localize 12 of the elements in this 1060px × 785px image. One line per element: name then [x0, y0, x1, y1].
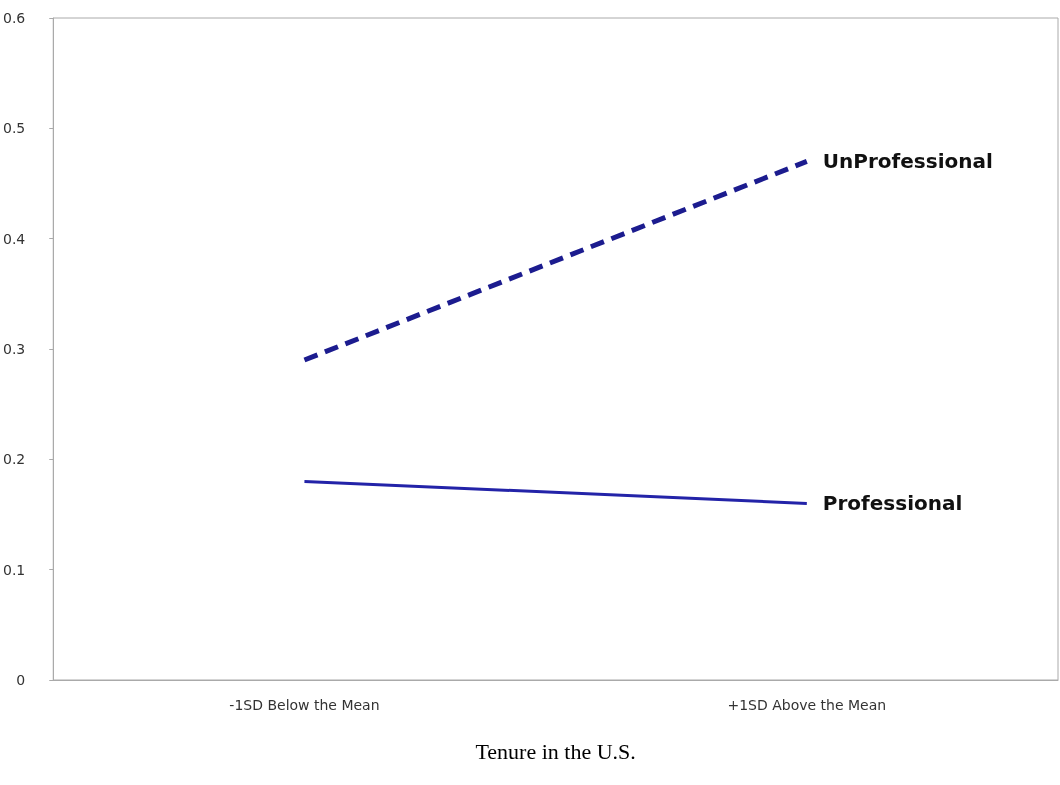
series-label: Professional	[822, 491, 963, 516]
y-tick-label: 0.1	[3, 561, 26, 578]
x-tick-label: -1SD Below the Mean	[229, 697, 380, 713]
series-label: UnProfessional	[822, 149, 993, 174]
x-axis-title: Tenure in the U.S.	[475, 738, 636, 764]
y-tick-label: 0	[16, 672, 26, 688]
y-tick-label: 0.3	[3, 341, 26, 357]
y-tick-label: 0.2	[3, 451, 26, 468]
y-tick-label: 0.4	[3, 230, 26, 247]
y-tick-label: 0.5	[3, 120, 26, 137]
y-tick-label: 0.6	[3, 10, 26, 26]
x-tick-label: +1SD Above the Mean	[727, 697, 887, 713]
